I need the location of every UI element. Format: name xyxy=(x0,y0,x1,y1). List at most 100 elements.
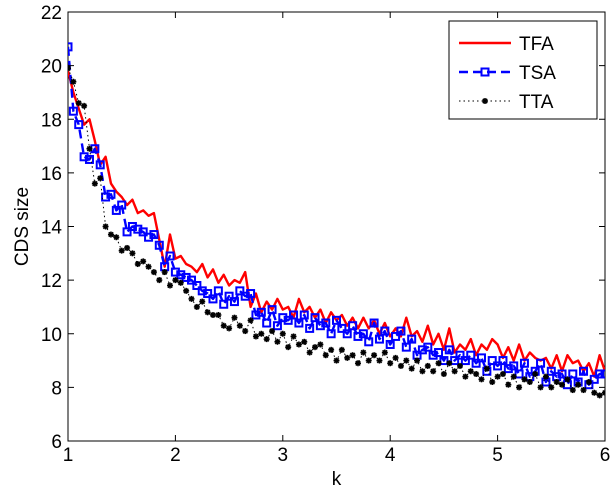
point-tta xyxy=(532,370,539,377)
point-tta-d2 xyxy=(290,333,297,340)
point-tta xyxy=(328,346,335,353)
point-tta-d2 xyxy=(199,298,206,305)
point-tsa xyxy=(74,120,84,130)
point-tta-d2 xyxy=(344,355,351,361)
point-tta xyxy=(215,311,222,318)
x-tick-label: 5 xyxy=(492,445,503,466)
point-tta-d2 xyxy=(516,384,522,391)
point-tta xyxy=(91,180,98,187)
point-tta-d2 xyxy=(500,371,506,377)
point-tta xyxy=(86,145,93,152)
y-tick-label: 16 xyxy=(41,164,62,185)
point-tsa xyxy=(444,345,454,355)
point-tta-d2 xyxy=(339,347,345,353)
point-tta-d2 xyxy=(382,349,388,356)
point-tta-d2 xyxy=(242,328,248,334)
point-tta-d2 xyxy=(220,322,227,329)
point-tta-d2 xyxy=(543,373,549,380)
point-tta xyxy=(457,362,464,369)
point-tta-d2 xyxy=(392,355,399,361)
point-tta xyxy=(231,314,238,321)
point-tsa xyxy=(208,294,218,304)
point-tsa xyxy=(439,356,449,366)
point-tsa xyxy=(455,350,465,360)
point-tta-d2 xyxy=(183,288,189,294)
point-tta xyxy=(354,360,361,367)
point-tta xyxy=(430,368,437,375)
point-tta-d1 xyxy=(602,389,605,394)
point-tta xyxy=(338,346,345,353)
point-tsa xyxy=(546,366,556,376)
point-tta-d2 xyxy=(510,373,517,380)
x-tick-label: 4 xyxy=(385,445,396,466)
point-tsa xyxy=(289,310,299,320)
point-tta-d2 xyxy=(446,360,453,367)
point-tta xyxy=(596,392,603,399)
point-tta xyxy=(585,379,592,386)
point-tta xyxy=(242,328,249,335)
point-tta-d2 xyxy=(349,352,356,358)
point-tsa xyxy=(106,189,116,199)
point-tsa xyxy=(95,160,105,170)
point-tsa xyxy=(358,329,368,339)
point-tta xyxy=(129,250,136,257)
point-tta-d2 xyxy=(457,363,463,369)
point-tta-d2 xyxy=(194,304,200,310)
point-tsa xyxy=(434,348,444,358)
point-tta-d2 xyxy=(451,368,458,375)
point-tta xyxy=(499,370,506,377)
x-axis-label: k xyxy=(332,469,342,490)
point-tta-d2 xyxy=(586,379,592,385)
point-tsa xyxy=(262,318,272,328)
y-tick-label: 20 xyxy=(41,57,62,78)
point-tsa xyxy=(117,200,127,210)
point-tta xyxy=(435,360,442,367)
point-tsa xyxy=(192,280,202,290)
legend: TFA TSA TTA xyxy=(448,20,598,120)
legend-marker-tta-d2 xyxy=(482,98,488,104)
point-tta xyxy=(247,317,254,324)
point-tsa xyxy=(423,342,433,352)
point-tta-d2 xyxy=(425,363,431,369)
point-tta-d2 xyxy=(602,391,605,396)
point-tsa xyxy=(256,307,266,317)
point-tsa xyxy=(84,154,94,164)
point-tta xyxy=(188,295,195,302)
point-tta-d2 xyxy=(92,180,98,187)
point-tsa xyxy=(364,337,374,347)
point-tta-d2 xyxy=(559,381,565,388)
point-tta-d2 xyxy=(253,333,259,340)
point-tsa xyxy=(337,323,347,333)
point-tta xyxy=(424,362,431,369)
point-tta-d2 xyxy=(178,280,184,286)
point-tta-d2 xyxy=(478,376,485,383)
point-tta-d2 xyxy=(226,325,232,332)
point-tta-d2 xyxy=(414,357,420,364)
point-tta xyxy=(559,381,566,388)
point-tsa xyxy=(450,356,460,366)
point-tta-d2 xyxy=(596,392,603,399)
point-tsa xyxy=(165,251,175,261)
point-tta xyxy=(312,344,319,351)
point-tsa xyxy=(149,230,159,240)
point-tta xyxy=(397,362,404,369)
point-tsa xyxy=(235,286,245,296)
series-clip-group xyxy=(68,42,605,399)
y-tick-label: 14 xyxy=(41,218,63,239)
point-tta-d2 xyxy=(489,379,495,385)
point-tsa xyxy=(519,358,529,368)
point-tsa xyxy=(154,240,164,250)
point-tta-d2 xyxy=(473,371,479,377)
point-tta-d2 xyxy=(376,357,383,364)
point-tta xyxy=(113,234,120,241)
y-tick-label: 12 xyxy=(41,271,62,292)
point-tta xyxy=(365,357,372,364)
point-tta xyxy=(220,322,227,329)
point-tta-d2 xyxy=(274,339,281,345)
legend-marker-tta xyxy=(482,98,488,104)
point-tta-d2 xyxy=(333,357,340,364)
point-tta-d2 xyxy=(527,379,533,385)
point-tsa xyxy=(283,315,293,325)
